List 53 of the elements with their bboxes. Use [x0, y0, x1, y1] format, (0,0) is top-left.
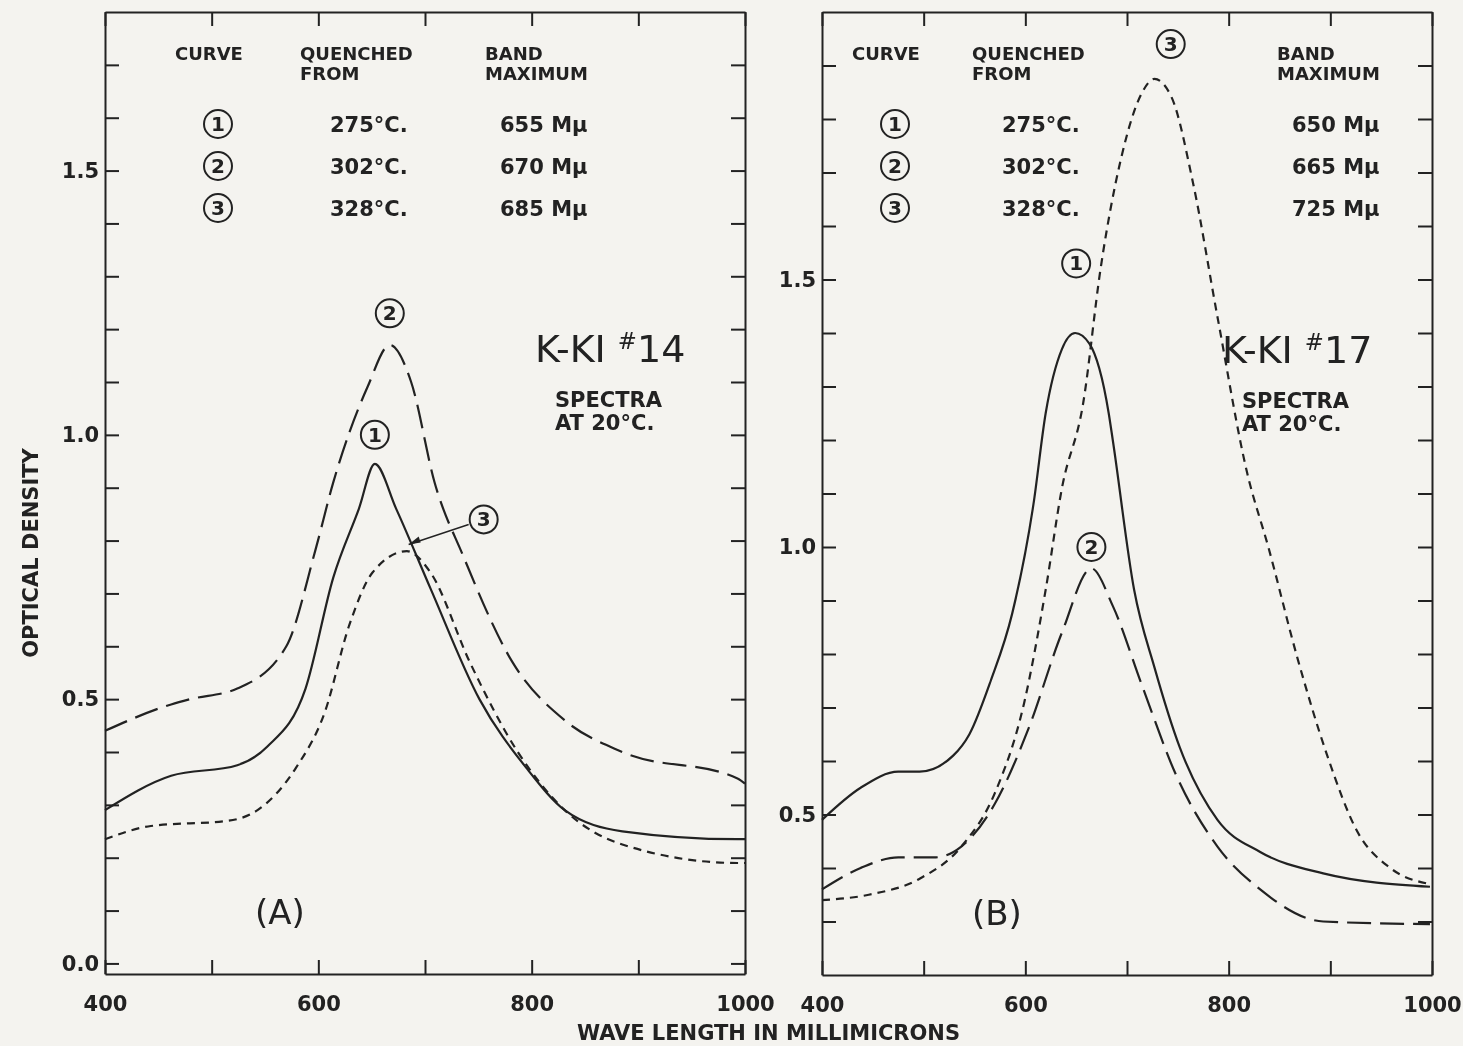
- y-tick-label: 1.0: [778, 535, 816, 560]
- x-tick-label: 600: [1003, 992, 1048, 1017]
- y-tick-label: 1.5: [778, 267, 816, 292]
- y-tick-label: 0.5: [778, 802, 816, 827]
- x-tick-label: 600: [296, 991, 341, 1016]
- annotation: 328°C.: [1002, 197, 1080, 221]
- annotation: (B): [972, 893, 1022, 933]
- annotation: 665 Mμ: [1292, 155, 1380, 179]
- annotation: K-KI $^{#}$14: [535, 327, 686, 371]
- annotation: 1: [211, 112, 225, 136]
- annotation: CURVE: [175, 43, 243, 64]
- annotation: BAND MAXIMUM: [485, 43, 588, 84]
- annotation: SPECTRA AT 20°C.: [1242, 389, 1350, 437]
- annotation: 670 Mμ: [500, 155, 588, 179]
- annotation: K-KI $^{#}$17: [1222, 328, 1373, 372]
- annotation: BAND MAXIMUM: [1277, 43, 1380, 84]
- x-tick-label: 400: [83, 991, 128, 1016]
- annotation: 3: [888, 196, 902, 220]
- annotation: 328°C.: [330, 197, 408, 221]
- annotation: 302°C.: [1002, 155, 1080, 179]
- annotation: 1: [367, 422, 382, 447]
- y-tick-label: 1.0: [61, 423, 99, 448]
- annotation: 275°C.: [1002, 113, 1080, 137]
- annotation: QUENCHED FROM: [972, 43, 1085, 84]
- annotation: 685 Mμ: [500, 197, 588, 221]
- annotation: 2: [888, 154, 902, 178]
- annotation: 1: [888, 112, 902, 136]
- y-tick-label: 0.0: [61, 951, 99, 976]
- y-axis-title: OPTICAL DENSITY: [19, 447, 43, 658]
- x-tick-label: 800: [510, 991, 555, 1016]
- y-tick-label: 1.5: [61, 158, 99, 183]
- annotation: 1: [1069, 251, 1084, 276]
- annotation: 2: [382, 301, 397, 326]
- annotation: QUENCHED FROM: [300, 43, 413, 84]
- x-tick-label: 400: [800, 992, 845, 1017]
- annotation: 302°C.: [330, 155, 408, 179]
- annotation: 3: [211, 196, 225, 220]
- x-tick-label: 1000: [1403, 992, 1462, 1017]
- annotation: 3: [476, 507, 491, 532]
- x-tick-label: 1000: [716, 991, 775, 1016]
- annotation: 3: [1163, 32, 1178, 57]
- annotation: 275°C.: [330, 113, 408, 137]
- annotation: 2: [211, 154, 225, 178]
- x-tick-label: 800: [1207, 992, 1252, 1017]
- annotation: CURVE: [852, 43, 920, 64]
- x-axis-title: WAVE LENGTH IN MILLIMICRONS: [576, 1021, 961, 1045]
- annotation: 655 Mμ: [500, 113, 588, 137]
- annotation: (A): [255, 892, 305, 932]
- annotation: SPECTRA AT 20°C.: [555, 388, 663, 436]
- annotation: 2: [1084, 535, 1099, 559]
- annotation: 725 Mμ: [1292, 197, 1380, 221]
- annotation: 650 Mμ: [1292, 113, 1380, 137]
- y-tick-label: 0.5: [61, 687, 99, 712]
